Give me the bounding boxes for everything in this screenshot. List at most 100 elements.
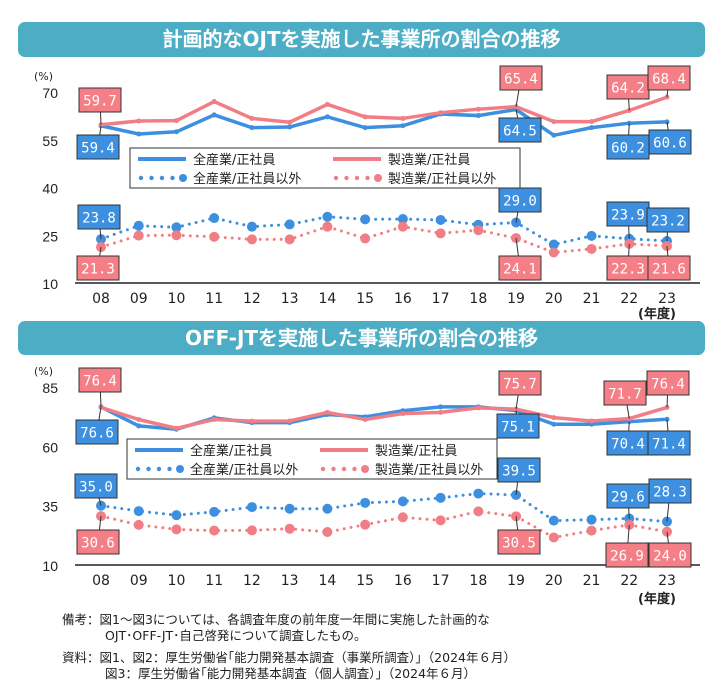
data-label: 59.7: [83, 94, 117, 110]
data-point: [136, 131, 142, 137]
data-label-box: [603, 380, 647, 406]
data-label-box: [77, 204, 121, 230]
x-tick-label: 23: [658, 573, 676, 589]
x-tick-label: 23: [658, 291, 676, 307]
y-tick-label: 60: [42, 439, 58, 455]
data-label-box: [498, 370, 542, 396]
data-label: 64.2: [611, 81, 645, 97]
x-tick-label: 13: [281, 573, 299, 589]
data-point: [136, 118, 142, 124]
data-label-box: [497, 529, 541, 555]
x-tick-label: 17: [432, 573, 450, 589]
x-tick-label: 20: [545, 291, 563, 307]
data-point: [171, 510, 182, 521]
data-point: [438, 110, 444, 116]
data-label-box: [496, 413, 540, 439]
data-point: [209, 213, 220, 224]
data-point: [438, 404, 444, 410]
data-point: [209, 231, 220, 242]
data-point: [400, 411, 406, 417]
data-label-box: [647, 65, 691, 91]
data-point: [400, 123, 406, 129]
data-label-box: [76, 134, 120, 160]
data-label-box: [497, 457, 541, 483]
data-label: 30.6: [81, 536, 115, 552]
x-tick-label: 18: [469, 291, 487, 307]
data-point: [586, 525, 597, 536]
data-point: [324, 101, 330, 107]
data-label: 75.1: [501, 420, 535, 436]
data-label: 22.3: [611, 262, 645, 278]
data-point: [589, 119, 595, 125]
series-line-2: [99, 492, 669, 524]
data-point: [133, 220, 144, 231]
x-tick-label: 15: [356, 573, 374, 589]
data-point: [473, 488, 484, 499]
data-point: [133, 506, 144, 517]
data-point: [360, 497, 371, 508]
data-point: [324, 409, 330, 415]
data-label-box: [498, 255, 542, 281]
data-point: [435, 492, 446, 503]
data-point: [548, 532, 559, 543]
y-axis-unit: (%): [34, 365, 53, 378]
data-label: 29.6: [611, 490, 645, 506]
chart2-title-banner: OFF-JTを実施した事業所の割合の推移: [18, 321, 705, 355]
data-label: 75.7: [503, 377, 537, 393]
data-point: [360, 233, 371, 244]
x-tick-label: 22: [620, 291, 638, 307]
data-label-box: [648, 129, 692, 155]
y-tick-label: 10: [42, 558, 58, 574]
x-tick-label: 17: [432, 291, 450, 307]
data-label-box: [498, 117, 542, 143]
legend-label: 製造業/正社員: [375, 443, 457, 459]
data-point: [287, 124, 293, 130]
y-tick-label: 70: [42, 85, 58, 101]
y-tick-label: 10: [42, 276, 58, 292]
legend-swatch-dot: [365, 175, 370, 181]
data-point: [473, 225, 484, 236]
legend-swatch-dot: [167, 466, 172, 472]
data-label: 26.9: [610, 549, 644, 565]
x-tick-label: 14: [318, 573, 336, 589]
data-point: [173, 118, 179, 124]
x-tick-label: 10: [168, 291, 186, 307]
x-tick-label: 21: [583, 291, 601, 307]
series-line-1: [100, 405, 668, 431]
data-point: [284, 219, 295, 230]
data-point: [246, 502, 257, 513]
data-point: [284, 234, 295, 245]
y-tick-label: 40: [42, 181, 58, 197]
data-point: [284, 523, 295, 534]
series-line-3: [99, 225, 669, 254]
data-label: 76.4: [83, 374, 117, 390]
data-label-box: [74, 473, 118, 499]
data-point: [284, 503, 295, 514]
data-point: [397, 214, 408, 225]
x-tick-label: 09: [130, 291, 148, 307]
data-point: [475, 113, 481, 119]
data-label-box: [606, 430, 650, 456]
data-label: 70.4: [611, 437, 645, 453]
footnotes: 備考：図1～図3については、各調査年度の前年度一年間に実施した計画的な OJT･…: [62, 612, 516, 682]
data-label: 28.3: [653, 485, 687, 501]
data-label: 39.5: [502, 464, 536, 480]
data-label-box: [606, 74, 650, 100]
legend-label: 製造業/正社員: [388, 152, 470, 168]
data-point: [211, 417, 217, 423]
legend-swatch-dot: [146, 466, 151, 472]
data-point: [435, 214, 446, 225]
data-point: [136, 417, 142, 423]
data-point: [249, 418, 255, 424]
offjt-line-chart: (%) 85 60 35 10 08 09 10 11 12 13 14 15 16 17 18 19 20 21 2…: [34, 365, 700, 607]
y-tick-label: 35: [42, 499, 58, 515]
data-point: [136, 423, 142, 429]
data-point: [435, 228, 446, 239]
data-point: [209, 506, 220, 517]
legend-swatch-dot: [333, 175, 339, 181]
data-point: [586, 514, 597, 525]
x-tick-label: 22: [620, 573, 638, 589]
source-line-1: 資料：図1、図2：厚生労働省｢能力開発基本調査（事業所調査）」（2024年６月）: [62, 650, 516, 665]
y-tick-label: 85: [42, 380, 58, 396]
